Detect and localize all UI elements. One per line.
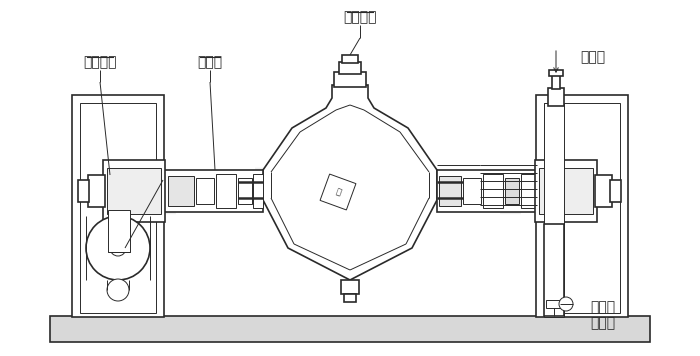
Circle shape bbox=[107, 279, 129, 301]
Bar bbox=[536, 95, 628, 317]
Bar bbox=[78, 180, 89, 202]
Text: 强: 强 bbox=[253, 164, 277, 206]
Bar bbox=[163, 170, 263, 212]
Bar bbox=[535, 160, 597, 222]
Bar bbox=[548, 88, 564, 106]
Bar bbox=[238, 178, 252, 204]
Bar bbox=[344, 294, 356, 302]
Bar bbox=[595, 175, 612, 207]
Circle shape bbox=[86, 216, 150, 280]
Bar bbox=[549, 70, 563, 76]
Text: 冷凝器: 冷凝器 bbox=[590, 300, 615, 314]
Text: 密封座: 密封座 bbox=[197, 55, 223, 69]
Text: 旋转接头: 旋转接头 bbox=[343, 10, 377, 24]
Text: 旋转接头: 旋转接头 bbox=[83, 55, 117, 69]
Bar bbox=[253, 174, 263, 208]
Bar bbox=[107, 168, 161, 214]
Bar bbox=[88, 175, 105, 207]
Bar bbox=[546, 300, 562, 308]
Text: www.ruiqiang.cn: www.ruiqiang.cn bbox=[286, 213, 414, 227]
Bar bbox=[168, 176, 194, 206]
Circle shape bbox=[110, 240, 126, 256]
Bar bbox=[439, 176, 461, 206]
Bar bbox=[108, 210, 130, 252]
Text: 瑞: 瑞 bbox=[153, 174, 178, 216]
Bar bbox=[505, 178, 519, 204]
Bar bbox=[544, 103, 564, 317]
Bar bbox=[80, 103, 156, 313]
Bar bbox=[544, 224, 564, 316]
Bar bbox=[544, 103, 620, 313]
Bar bbox=[342, 55, 358, 63]
Polygon shape bbox=[263, 85, 437, 280]
Bar bbox=[463, 178, 481, 204]
Bar bbox=[437, 170, 537, 212]
Bar bbox=[334, 72, 366, 87]
Polygon shape bbox=[320, 174, 356, 210]
Text: 进热源: 进热源 bbox=[580, 50, 605, 64]
Bar bbox=[196, 178, 214, 204]
Bar bbox=[216, 174, 236, 208]
Bar bbox=[339, 62, 361, 74]
Bar bbox=[539, 168, 593, 214]
Text: 或回流: 或回流 bbox=[590, 316, 615, 330]
Bar bbox=[552, 75, 560, 89]
Text: 干: 干 bbox=[402, 164, 428, 206]
Bar bbox=[610, 180, 621, 202]
Text: 燥: 燥 bbox=[498, 174, 522, 216]
Bar bbox=[72, 95, 164, 317]
Bar bbox=[483, 174, 503, 208]
Bar bbox=[103, 160, 165, 222]
Bar bbox=[50, 316, 650, 342]
Circle shape bbox=[559, 297, 573, 311]
Bar bbox=[341, 280, 359, 294]
Text: 推: 推 bbox=[334, 187, 342, 197]
Bar bbox=[521, 174, 537, 208]
